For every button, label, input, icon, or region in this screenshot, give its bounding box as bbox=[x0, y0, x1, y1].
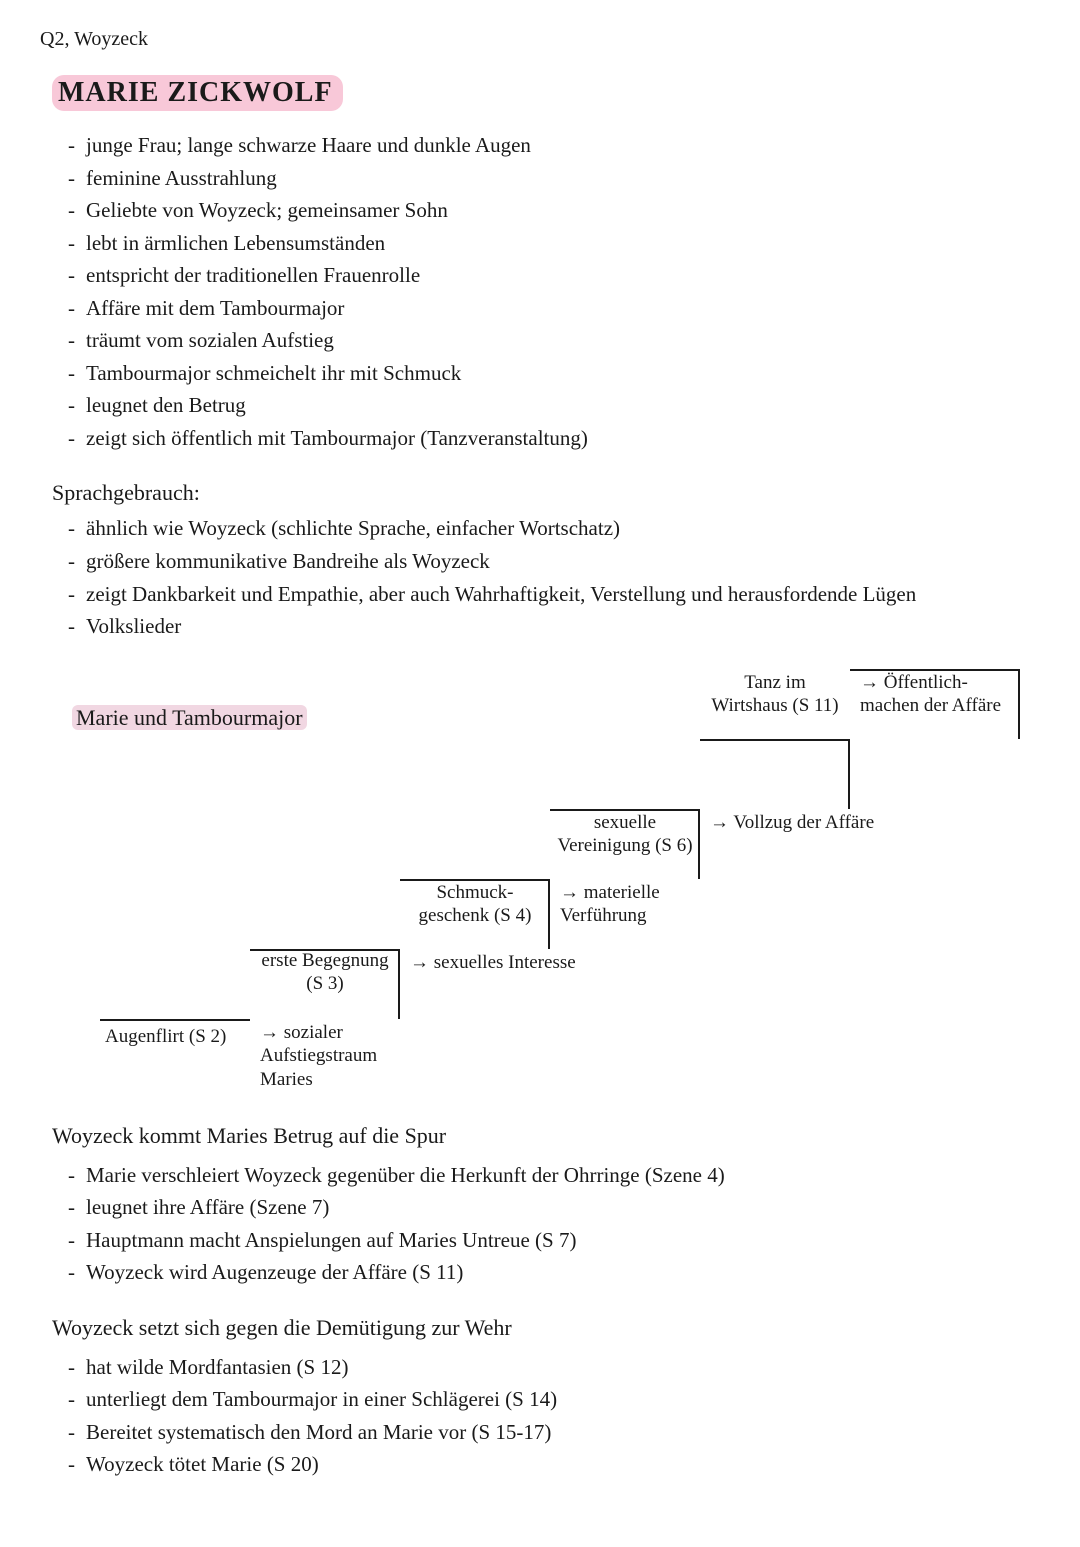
list-item: feminine Ausstrahlung bbox=[68, 162, 1040, 195]
step-label: sexuelle Vereinigung (S 6) bbox=[555, 811, 695, 859]
step-annotation: Öffentlich- machen der Affäre bbox=[860, 671, 1030, 719]
list-item: Woyzeck wird Augenzeuge der Affäre (S 11… bbox=[68, 1256, 1040, 1289]
sprachgebrauch-list: ähnlich wie Woyzeck (schlichte Sprache, … bbox=[40, 512, 1040, 642]
page-header: Q2, Woyzeck bbox=[40, 28, 1040, 51]
list-item: lebt in ärmlichen Lebensumständen bbox=[68, 227, 1040, 260]
list-item: leugnet den Betrug bbox=[68, 389, 1040, 422]
list-item: Tambourmajor schmeichelt ihr mit Schmuck bbox=[68, 357, 1040, 390]
list-item: größere kommunikative Bandreihe als Woyz… bbox=[68, 545, 1040, 578]
step-label: Schmuck- geschenk (S 4) bbox=[405, 881, 545, 929]
list-item: Woyzeck tötet Marie (S 20) bbox=[68, 1448, 1040, 1481]
list-item: junge Frau; lange schwarze Haare und dun… bbox=[68, 129, 1040, 162]
step-annotation: sexuelles Interesse bbox=[410, 951, 580, 975]
list-item: entspricht der traditionellen Frauenroll… bbox=[68, 259, 1040, 292]
list-item: unterliegt dem Tambourmajor in einer Sch… bbox=[68, 1383, 1040, 1416]
character-notes-list: junge Frau; lange schwarze Haare und dun… bbox=[40, 129, 1040, 454]
staircase-diagram: Marie und Tambourmajor Augenflirt (S 2) … bbox=[60, 669, 1020, 1089]
list-item: Geliebte von Woyzeck; gemeinsamer Sohn bbox=[68, 194, 1040, 227]
list-item: Bereitet systematisch den Mord an Marie … bbox=[68, 1416, 1040, 1449]
list-item: Volkslieder bbox=[68, 610, 1040, 643]
list-item: ähnlich wie Woyzeck (schlichte Sprache, … bbox=[68, 512, 1040, 545]
list-item: hat wilde Mordfantasien (S 12) bbox=[68, 1351, 1040, 1384]
page-title: MARIE ZICKWOLF bbox=[52, 75, 343, 111]
wehr-list: hat wilde Mordfantasien (S 12) unterlieg… bbox=[40, 1351, 1040, 1481]
list-item: leugnet ihre Affäre (Szene 7) bbox=[68, 1191, 1040, 1224]
list-item: Hauptmann macht Anspielungen auf Maries … bbox=[68, 1224, 1040, 1257]
list-item: träumt vom sozialen Aufstieg bbox=[68, 324, 1040, 357]
diagram-title: Marie und Tambourmajor bbox=[72, 705, 307, 731]
sprachgebrauch-heading: Sprachgebrauch: bbox=[52, 480, 1040, 506]
list-item: Affäre mit dem Tambourmajor bbox=[68, 292, 1040, 325]
step-annotation: materielle Verführung bbox=[560, 881, 730, 929]
list-item: zeigt sich öffentlich mit Tambourmajor (… bbox=[68, 422, 1040, 455]
step-label: Augenflirt (S 2) bbox=[105, 1025, 245, 1049]
title-row: MARIE ZICKWOLF bbox=[52, 75, 1040, 111]
step-annotation: sozialer Aufstiegstraum Maries bbox=[260, 1021, 430, 1092]
list-item: Marie verschleiert Woyzeck gegenüber die… bbox=[68, 1159, 1040, 1192]
section-heading-betrug: Woyzeck kommt Maries Betrug auf die Spur bbox=[52, 1123, 1040, 1149]
step-annotation: Vollzug der Affäre bbox=[710, 811, 880, 835]
section-heading-wehr: Woyzeck setzt sich gegen die Demütigung … bbox=[52, 1315, 1040, 1341]
diagram-step bbox=[700, 739, 850, 809]
betrug-list: Marie verschleiert Woyzeck gegenüber die… bbox=[40, 1159, 1040, 1289]
list-item: zeigt Dankbarkeit und Empathie, aber auc… bbox=[68, 578, 1040, 611]
page: Q2, Woyzeck MARIE ZICKWOLF junge Frau; l… bbox=[0, 0, 1080, 1547]
step-label: Tanz im Wirtshaus (S 11) bbox=[705, 671, 845, 719]
step-label: erste Begegnung (S 3) bbox=[255, 949, 395, 997]
